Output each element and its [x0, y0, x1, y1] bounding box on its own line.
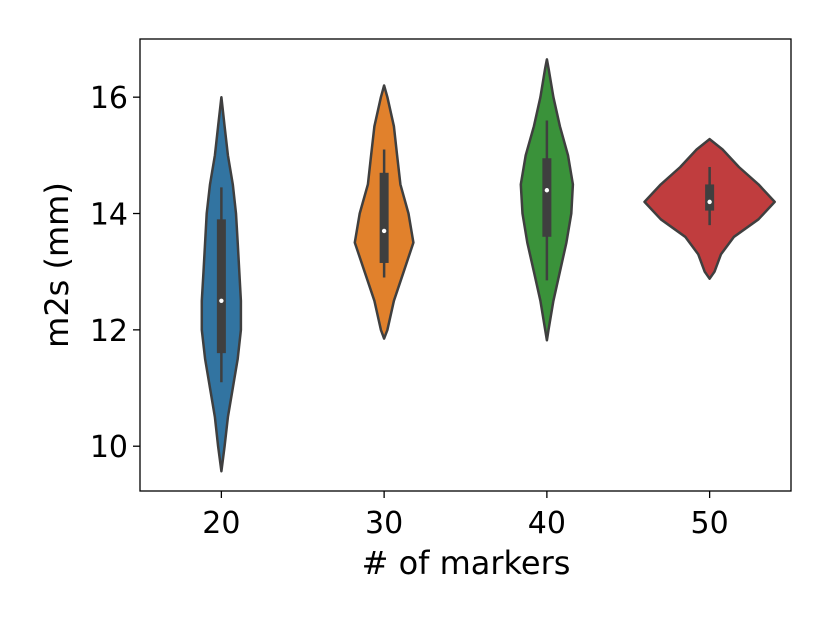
median [381, 228, 387, 234]
x-axis-label: # of markers [362, 544, 571, 582]
x-tick-label: 30 [365, 506, 403, 541]
x-tick-label: 40 [528, 506, 566, 541]
iqr-box [216, 219, 226, 354]
median [544, 188, 550, 193]
median [219, 298, 224, 303]
y-tick-label: 12 [90, 314, 128, 349]
y-axis-label: m2s (mm) [38, 182, 76, 348]
x-tick-label: 50 [691, 506, 729, 541]
plot-frame [139, 38, 792, 492]
y-tick-label: 10 [90, 430, 128, 465]
iqr-box [705, 184, 715, 211]
median [707, 199, 712, 205]
y-tick-label: 16 [90, 81, 128, 116]
iqr-box [379, 172, 389, 263]
x-tick-label: 20 [202, 506, 240, 541]
iqr-box [542, 158, 552, 237]
y-tick-label: 14 [90, 198, 128, 233]
